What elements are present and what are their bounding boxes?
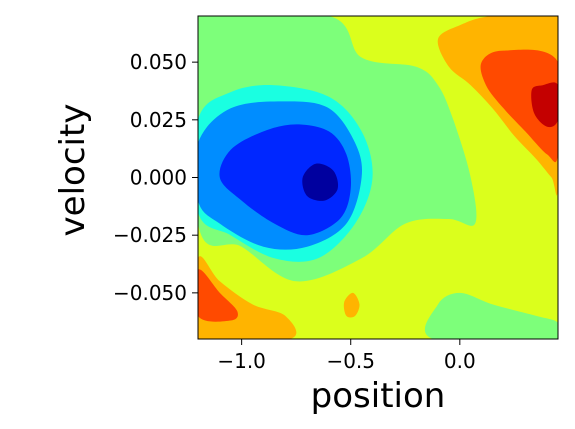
y-axis-label: velocity <box>53 104 93 237</box>
y-axis: 0.050 0.025 0.000 −0.025 −0.050 <box>113 50 198 305</box>
y-tick-label: −0.050 <box>113 281 187 305</box>
contour-region-level-1 <box>219 124 352 236</box>
x-axis: −1.0 −0.5 0.0 <box>217 339 476 373</box>
y-tick-label: −0.025 <box>113 223 187 247</box>
x-tick-label: 0.0 <box>444 349 476 373</box>
x-axis-label: position <box>311 376 446 416</box>
contour-region-level-7 <box>480 49 558 163</box>
contour-region-level-7 <box>198 269 238 322</box>
x-tick-label: −0.5 <box>326 349 375 373</box>
contour-region-level-4 <box>425 292 558 339</box>
contour-region-level-6 <box>343 292 360 318</box>
contour-region-level-8 <box>531 82 558 128</box>
y-tick-label: 0.025 <box>130 108 187 132</box>
y-tick-label: 0.000 <box>130 166 187 190</box>
y-tick-label: 0.050 <box>130 50 187 74</box>
contour-regions <box>198 16 558 339</box>
x-tick-label: −1.0 <box>217 349 266 373</box>
contour-region-level-0 <box>302 163 339 201</box>
